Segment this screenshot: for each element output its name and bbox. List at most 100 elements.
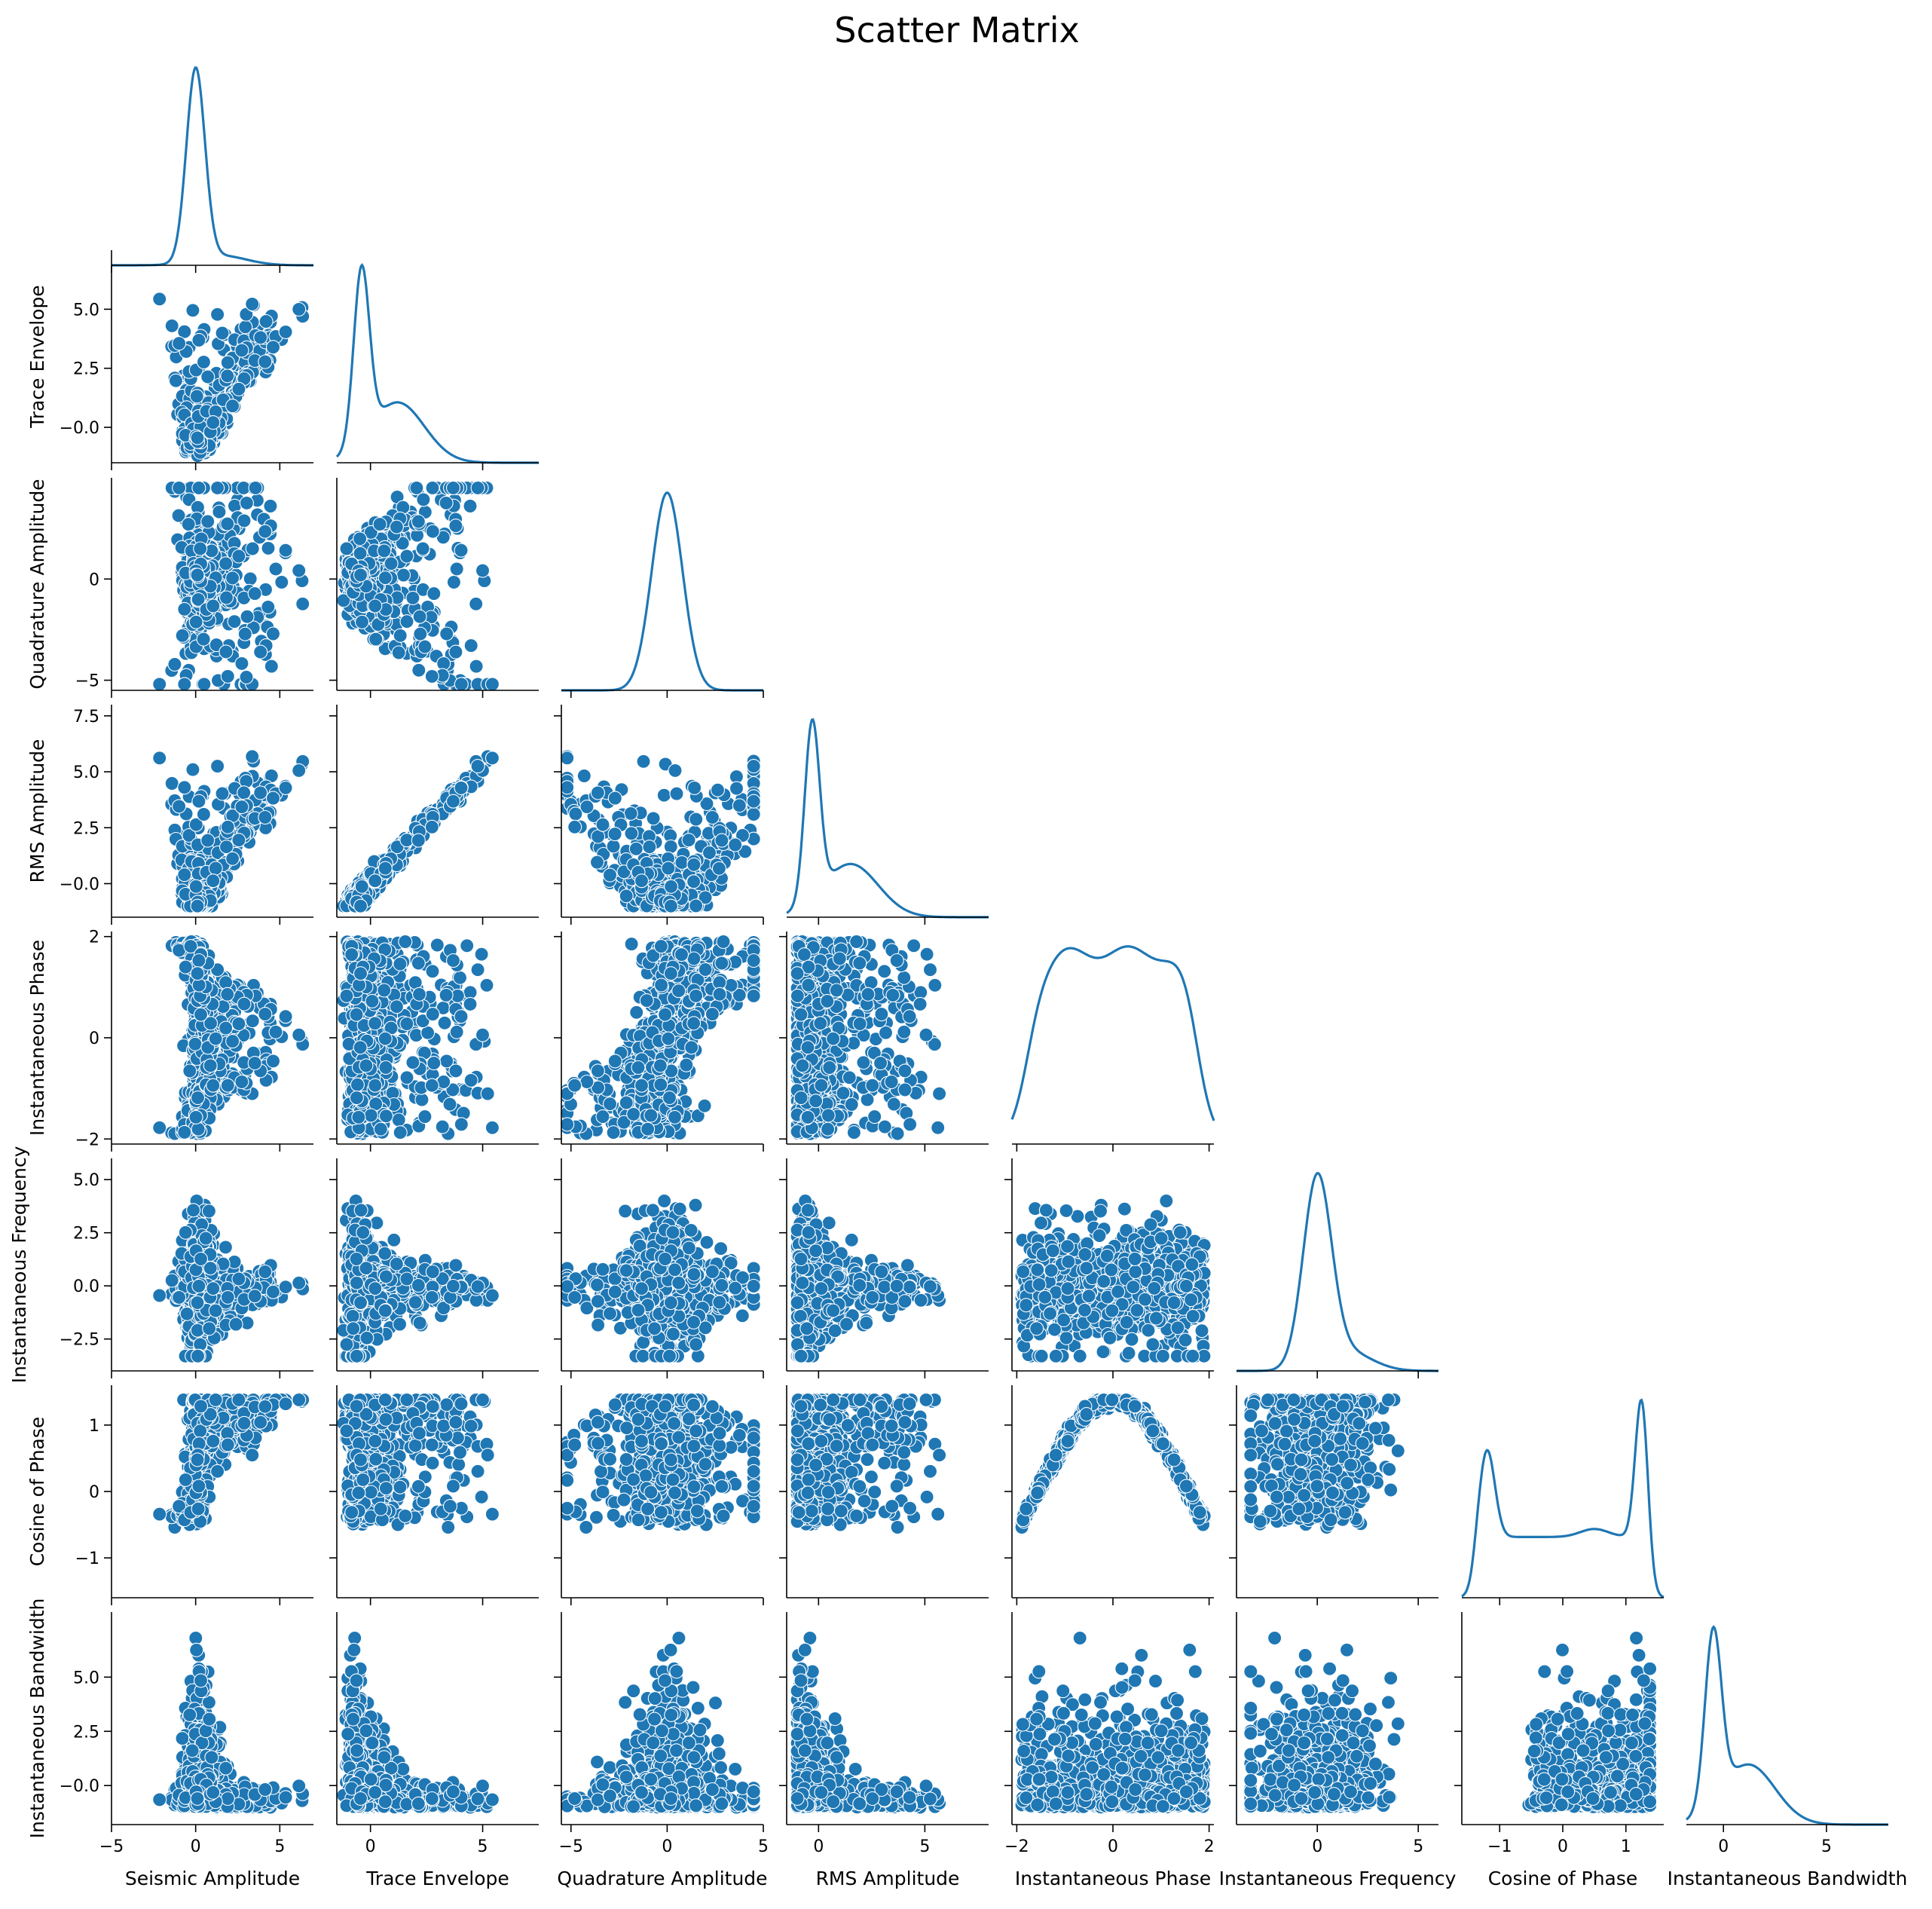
scatter-point <box>261 600 275 613</box>
scatter-point <box>189 880 203 893</box>
scatter-point <box>264 500 277 513</box>
scatter-points <box>153 292 310 463</box>
scatter-point <box>226 852 240 865</box>
pair-plot-grid: −0.02.55.0−50−0.02.55.07.5−202−2.50.02.5… <box>8 68 1907 1889</box>
scatter-point <box>414 627 427 641</box>
scatter-point <box>221 669 234 683</box>
scatter-point <box>240 671 253 684</box>
scatter-point <box>201 370 215 384</box>
scatter-point <box>353 532 367 546</box>
scatter-points <box>561 750 761 913</box>
scatter-point <box>235 656 249 670</box>
scatter-point <box>173 337 186 350</box>
scatter-point <box>469 597 483 610</box>
scatter-point <box>390 520 403 534</box>
y-tick-label: 2.5 <box>73 360 99 379</box>
scatter-point <box>454 781 468 794</box>
scatter-point <box>248 587 261 601</box>
y-tick-label: 2.5 <box>73 819 99 838</box>
scatter-point <box>292 302 306 316</box>
scatter-point <box>173 481 186 494</box>
cell-quadrature-amplitude-vs-trace-envelope <box>329 478 539 698</box>
scatter-point <box>192 794 206 808</box>
scatter-point <box>447 794 460 808</box>
chart-title: Scatter Matrix <box>834 10 1079 50</box>
scatter-point <box>393 629 407 642</box>
kde-curve-seismic-amplitude <box>112 68 313 265</box>
scatter-point <box>400 549 414 563</box>
scatter-point <box>191 431 204 445</box>
kde-curve-trace-envelope <box>337 265 539 463</box>
scatter-point <box>296 597 310 610</box>
cell-trace-envelope-vs-seismic-amplitude: −0.02.55.0 <box>60 250 313 470</box>
scatter-point <box>354 568 368 582</box>
cell-quadrature-amplitude-vs-quadrature-amplitude <box>561 493 763 698</box>
scatter-point <box>447 576 460 589</box>
scatter-point <box>201 515 215 528</box>
scatter-point <box>153 292 167 306</box>
scatter-point <box>279 781 292 794</box>
scatter-point <box>186 304 200 317</box>
scatter-point <box>186 763 200 776</box>
scatter-point <box>427 587 441 601</box>
scatter-point <box>221 517 234 531</box>
scatter-point <box>221 356 234 369</box>
scatter-point <box>471 481 485 494</box>
scatter-point <box>392 646 405 659</box>
scatter-point <box>178 781 191 794</box>
scatter-point <box>232 834 246 847</box>
scatter-point <box>267 627 280 641</box>
scatter-point <box>261 541 275 555</box>
scatter-point <box>173 800 186 813</box>
scatter-point <box>485 751 499 765</box>
scatter-point <box>226 571 240 585</box>
scatter-point <box>368 599 382 613</box>
scatter-point <box>258 811 272 824</box>
scatter-point <box>197 355 210 369</box>
scatter-point <box>178 602 191 616</box>
scatter-point <box>368 874 382 888</box>
scatter-point <box>226 399 240 413</box>
scatter-point <box>267 341 280 354</box>
scatter-point <box>165 777 179 791</box>
scatter-point <box>292 763 306 777</box>
scatter-point <box>220 591 234 604</box>
cell-rms-amplitude-vs-quadrature-amplitude <box>554 705 763 925</box>
scatter-point <box>454 678 468 691</box>
cell-trace-envelope-vs-trace-envelope <box>337 265 539 470</box>
scatter-point <box>378 571 392 585</box>
y-tick-label: 7.5 <box>73 708 99 727</box>
scatter-point <box>454 543 468 557</box>
scatter-point <box>190 390 203 403</box>
scatter-point <box>279 543 292 557</box>
scatter-point <box>400 615 414 629</box>
scatter-point <box>192 481 206 494</box>
scatter-point <box>221 820 234 834</box>
scatter-point <box>232 549 246 563</box>
kde-curve-quadrature-amplitude <box>561 493 763 690</box>
scatter-point <box>240 610 254 623</box>
scatter-point <box>249 481 262 494</box>
scatter-point <box>464 639 478 653</box>
scatter-point <box>212 505 226 519</box>
scatter-point <box>254 645 267 659</box>
scatter-point <box>425 669 439 683</box>
scatter-point <box>269 562 283 576</box>
scatter-point <box>397 568 411 582</box>
scatter-point <box>211 481 225 494</box>
scatter-point <box>425 820 439 834</box>
scatter-point <box>211 307 225 321</box>
scatter-point <box>246 750 259 763</box>
scatter-points <box>153 750 310 913</box>
scatter-point <box>369 632 383 646</box>
scatter-point <box>178 678 191 691</box>
scatter-point <box>219 645 233 659</box>
scatter-point <box>206 416 220 430</box>
scatter-point <box>216 326 229 340</box>
scatter-point <box>258 355 272 369</box>
scatter-point <box>275 576 289 589</box>
scatter-point <box>355 880 368 893</box>
y-tick-label: 5.0 <box>73 763 99 782</box>
scatter-point <box>471 760 485 773</box>
